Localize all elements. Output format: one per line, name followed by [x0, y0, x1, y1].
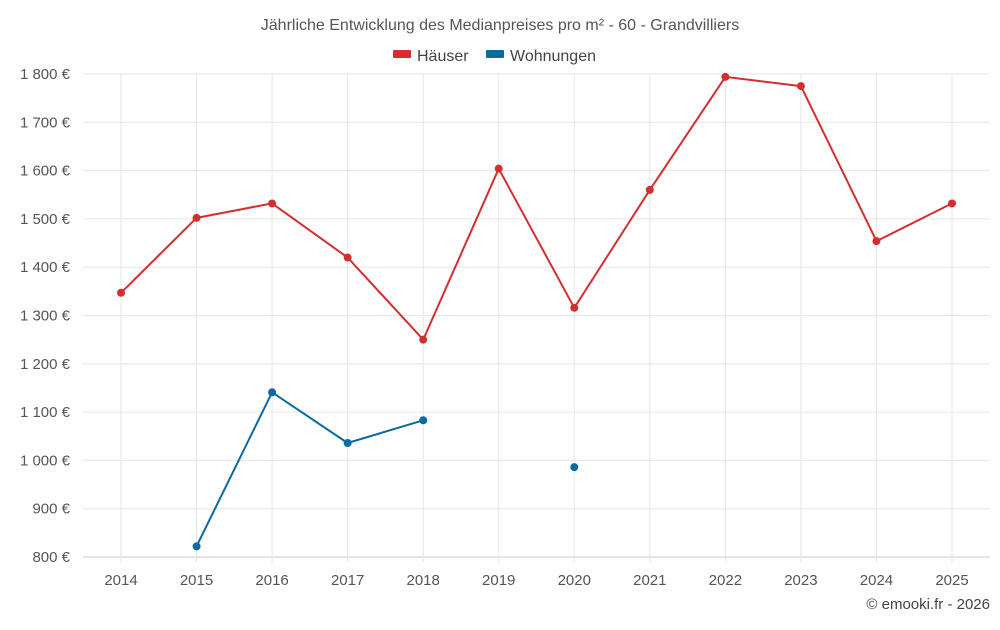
data-point-haeuser: [796, 82, 805, 91]
x-tick-label: 2017: [331, 572, 364, 589]
y-tick-label: 1 300 €: [20, 308, 71, 325]
x-tick-label: 2014: [104, 572, 137, 589]
data-point-wohnungen: [419, 416, 428, 425]
series-wohnungen: [192, 388, 579, 551]
x-tick-label: 2018: [406, 572, 439, 589]
x-tick-label: 2021: [633, 572, 666, 589]
y-tick-label: 1 200 €: [20, 356, 71, 373]
data-point-haeuser: [721, 72, 730, 81]
x-tick-label: 2025: [935, 572, 968, 589]
data-point-haeuser: [872, 237, 881, 246]
data-point-haeuser: [343, 253, 352, 262]
y-tick-label: 1 100 €: [20, 404, 71, 421]
x-tick-label: 2024: [860, 572, 893, 589]
credit-text: © emooki.fr - 2026: [866, 596, 990, 613]
legend-swatch-wohnungen: [486, 50, 504, 58]
y-tick-label: 1 800 €: [20, 66, 71, 83]
data-point-haeuser: [419, 335, 428, 344]
x-tick-label: 2022: [709, 572, 742, 589]
legend-label-wohnungen[interactable]: Wohnungen: [510, 48, 596, 65]
x-tick-label: 2023: [784, 572, 817, 589]
data-point-wohnungen: [268, 388, 277, 397]
legend-label-haeuser[interactable]: Häuser: [417, 48, 469, 65]
y-tick-label: 1 500 €: [20, 211, 71, 228]
data-point-wohnungen: [570, 463, 579, 472]
y-tick-label: 1 600 €: [20, 163, 71, 180]
series-line-haeuser: [120, 75, 953, 341]
y-tick-label: 1 700 €: [20, 114, 71, 131]
legend: Häuser Wohnungen: [393, 48, 596, 65]
data-point-wohnungen: [343, 439, 352, 448]
y-tick-label: 1 400 €: [20, 259, 71, 276]
series-line-wohnungen: [195, 391, 424, 547]
data-point-haeuser: [570, 303, 579, 312]
x-tick-label: 2015: [180, 572, 213, 589]
chart-title: Jährliche Entwicklung des Medianpreises …: [261, 17, 739, 34]
x-tick-label: 2020: [558, 572, 591, 589]
grid: [83, 73, 990, 563]
data-point-wohnungen: [192, 542, 201, 551]
data-point-haeuser: [117, 288, 125, 297]
series-layer: [117, 72, 956, 551]
x-tick-label: 2016: [255, 572, 288, 589]
series-haeuser: [117, 72, 956, 344]
data-point-haeuser: [268, 199, 277, 208]
y-tick-label: 800 €: [32, 549, 70, 566]
y-tick-label: 900 €: [32, 501, 70, 518]
x-axis-ticks: 2014 2015 2016 2017 2018 2019 2020 2021 2022 2023…: [104, 572, 968, 589]
data-point-haeuser: [192, 213, 201, 222]
x-tick-label: 2019: [482, 572, 515, 589]
legend-swatch-haeuser: [393, 50, 411, 58]
y-tick-label: 1 000 €: [20, 452, 71, 469]
y-axis-ticks: 800 € 900 € 1 000 € 1 100 € 1 200 € 1 300 € 1 …: [20, 66, 71, 566]
data-point-haeuser: [494, 164, 503, 173]
data-point-haeuser: [948, 199, 956, 208]
data-point-haeuser: [645, 185, 654, 194]
